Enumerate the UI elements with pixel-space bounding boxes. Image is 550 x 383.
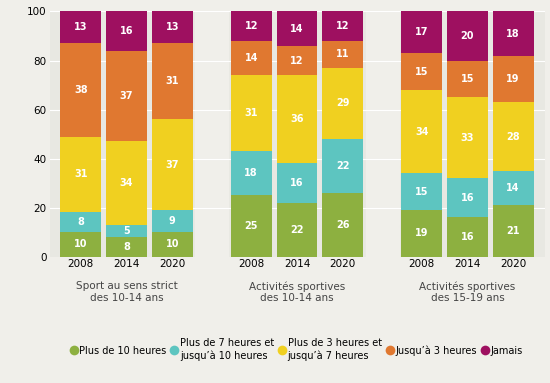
Text: 10: 10 [74, 239, 87, 249]
Text: 8: 8 [123, 242, 130, 252]
Bar [447, 11, 488, 61]
Text: 22: 22 [336, 161, 349, 171]
Bar [447, 61, 488, 97]
Bar [447, 178, 488, 218]
Bar [106, 51, 147, 141]
Text: 37: 37 [120, 91, 133, 101]
Bar [322, 193, 363, 257]
Text: 34: 34 [415, 127, 428, 137]
Text: 12: 12 [245, 21, 258, 31]
Text: 29: 29 [336, 98, 349, 108]
Text: 31: 31 [74, 170, 87, 180]
Bar [401, 90, 442, 173]
Bar [228, 11, 366, 257]
Bar [152, 43, 193, 119]
Bar [277, 203, 317, 257]
Text: 33: 33 [461, 133, 474, 143]
Bar [152, 119, 193, 210]
Bar [401, 210, 442, 257]
Bar [60, 11, 101, 43]
Text: 19: 19 [507, 74, 520, 84]
Bar [60, 232, 101, 257]
Text: 13: 13 [166, 23, 179, 33]
Bar [493, 56, 534, 102]
Text: 22: 22 [290, 225, 304, 235]
Text: Sport au sens strict
des 10-14 ans: Sport au sens strict des 10-14 ans [76, 281, 178, 303]
Text: 38: 38 [74, 85, 87, 95]
Bar [106, 141, 147, 225]
Bar [60, 43, 101, 136]
Bar [401, 11, 442, 53]
Text: 18: 18 [244, 168, 258, 178]
Text: 15: 15 [415, 67, 428, 77]
Bar [60, 136, 101, 213]
Bar [493, 11, 534, 56]
Bar [58, 11, 195, 257]
Text: 12: 12 [290, 56, 304, 65]
Text: 31: 31 [245, 108, 258, 118]
Text: 21: 21 [507, 226, 520, 236]
Bar [447, 218, 488, 257]
Bar [152, 11, 193, 43]
Text: 19: 19 [415, 228, 428, 238]
Bar [277, 11, 317, 46]
Text: 16: 16 [120, 26, 133, 36]
Bar [322, 41, 363, 68]
Text: 18: 18 [507, 29, 520, 39]
Bar [322, 68, 363, 139]
Bar [493, 171, 534, 205]
Bar [195, 11, 228, 257]
Bar [152, 232, 193, 257]
Bar [231, 41, 272, 75]
Text: 12: 12 [336, 21, 349, 31]
Text: 5: 5 [123, 226, 130, 236]
Bar [152, 210, 193, 232]
Text: 8: 8 [78, 217, 84, 227]
Bar [322, 11, 363, 41]
Bar [277, 164, 317, 203]
Text: 25: 25 [245, 221, 258, 231]
Bar [366, 11, 399, 257]
Bar [231, 11, 272, 41]
Text: 13: 13 [74, 23, 87, 33]
Bar [401, 173, 442, 210]
Text: 14: 14 [245, 53, 258, 63]
Bar [399, 11, 536, 257]
Bar [277, 75, 317, 164]
Text: 16: 16 [461, 193, 474, 203]
Text: 11: 11 [336, 49, 349, 59]
Bar [493, 102, 534, 171]
Text: 10: 10 [166, 239, 179, 249]
Legend: Plus de 10 heures, Plus de 7 heures et
jusqu’à 10 heures, Plus de 3 heures et
ju: Plus de 10 heures, Plus de 7 heures et j… [67, 334, 527, 365]
Text: 16: 16 [290, 178, 304, 188]
Text: 14: 14 [507, 183, 520, 193]
Text: 9: 9 [169, 216, 175, 226]
Bar [447, 97, 488, 178]
Bar [231, 75, 272, 151]
Text: 20: 20 [461, 31, 474, 41]
Bar [106, 237, 147, 257]
Bar [60, 213, 101, 232]
Text: 15: 15 [461, 74, 474, 84]
Text: 37: 37 [166, 160, 179, 170]
Bar [277, 46, 317, 75]
Bar [106, 11, 147, 51]
Text: Activités sportives
des 15-19 ans: Activités sportives des 15-19 ans [419, 281, 515, 303]
Text: 14: 14 [290, 24, 304, 34]
Text: 36: 36 [290, 115, 304, 124]
Bar [231, 151, 272, 195]
Text: 16: 16 [461, 232, 474, 242]
Bar [231, 195, 272, 257]
Text: 17: 17 [415, 27, 428, 37]
Bar [322, 139, 363, 193]
Text: Activités sportives
des 10-14 ans: Activités sportives des 10-14 ans [249, 281, 345, 303]
Text: 31: 31 [166, 76, 179, 86]
Text: 15: 15 [415, 187, 428, 196]
Bar [106, 225, 147, 237]
Text: 26: 26 [336, 220, 349, 230]
Bar [401, 53, 442, 90]
Text: 34: 34 [120, 178, 133, 188]
Bar [493, 205, 534, 257]
Text: 28: 28 [507, 131, 520, 141]
